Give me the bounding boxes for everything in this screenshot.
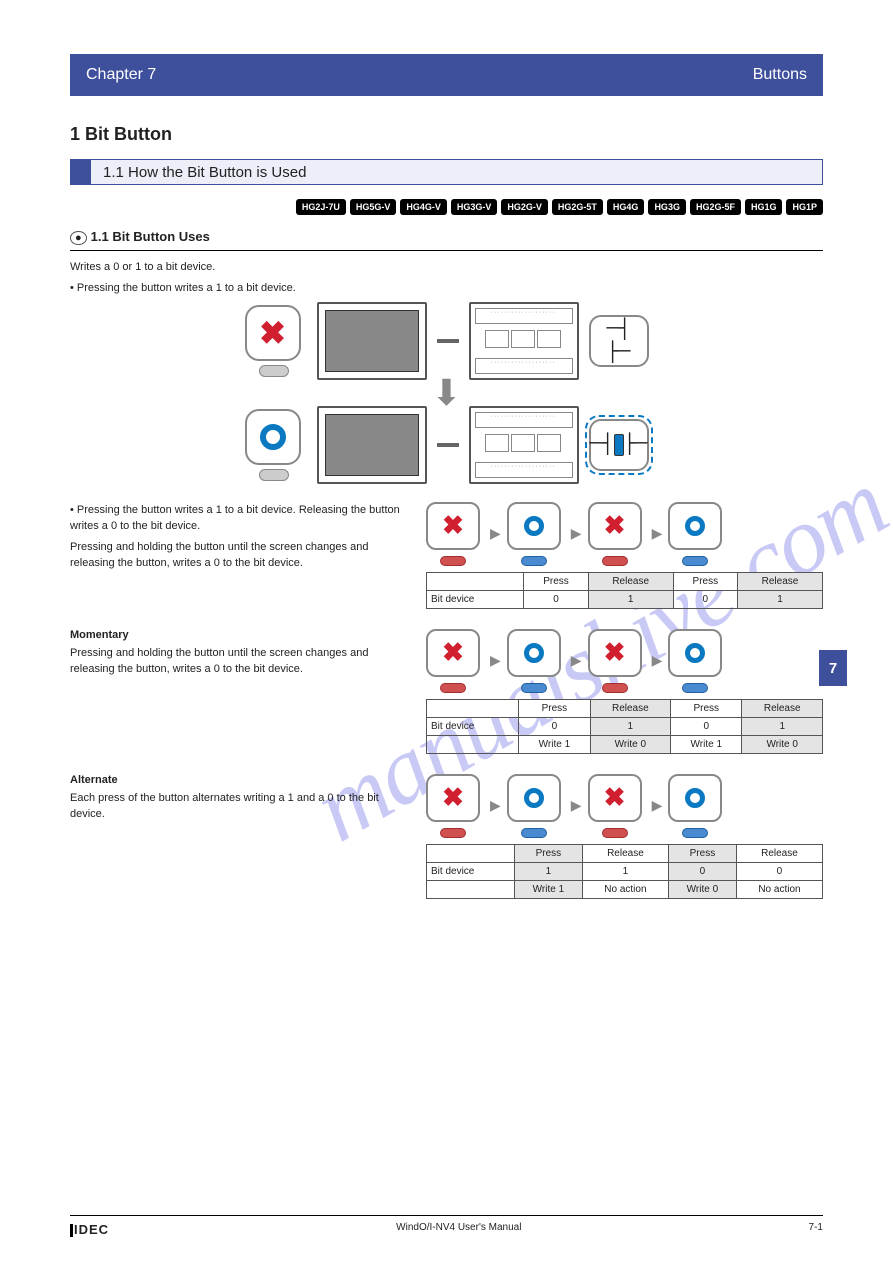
section-subtitle-bar: 1.1 How the Bit Button is Used (70, 159, 823, 185)
momentary-table: PressReleasePressRelease Bit device0101 … (426, 699, 823, 754)
chapter-title: Buttons (753, 66, 807, 84)
alternate-section: Alternate Each press of the button alter… (70, 774, 823, 899)
set-section: • Pressing the button writes a 1 to a bi… (70, 502, 823, 609)
section-title: 1 Bit Button (70, 124, 823, 145)
plc-device: ∙∙∙∙∙∙∙∙∙∙∙∙∙∙∙∙∙∙∙ ∙∙∙∙∙∙∙∙∙∙∙∙∙∙∙∙∙∙∙ (469, 302, 579, 380)
set-sequence: ✖ ▶ ▶ ✖ ▶ (426, 502, 823, 566)
page-number: 7-1 (809, 1222, 823, 1237)
section-subtitle: 1.1 How the Bit Button is Used (90, 159, 823, 185)
main-diagram: ✖ ∙∙∙∙∙∙∙∙∙∙∙∙∙∙∙∙∙∙∙ ∙∙∙∙∙∙∙∙∙∙∙∙∙∙∙∙∙∙… (70, 302, 823, 484)
usage-heading: ●1.1 Bit Button Uses (70, 229, 823, 244)
model-chip: HG1G (745, 199, 783, 215)
model-chip: HG2J-7U (296, 199, 346, 215)
pressed-bubble (245, 409, 307, 481)
contact-open: ─┤ ├─ (589, 315, 649, 367)
intro-text: Writes a 0 or 1 to a bit device. (70, 259, 823, 276)
chapter-number: Chapter 7 (86, 66, 156, 84)
idec-logo: IDEC (70, 1222, 109, 1237)
set-text: • Pressing the button writes a 1 to a bi… (70, 502, 408, 535)
model-chip: HG3G-V (451, 199, 498, 215)
chapter-header: Chapter 7 Buttons (70, 54, 823, 96)
alternate-title: Alternate (70, 774, 408, 786)
model-chip: HG2G-5F (690, 199, 741, 215)
model-chip: HG4G (607, 199, 645, 215)
not-pressed-bubble: ✖ (245, 305, 307, 377)
model-chip: HG5G-V (350, 199, 397, 215)
doc-title: WindO/I-NV4 User's Manual (396, 1222, 521, 1237)
model-chips-row: HG2J-7U HG5G-V HG4G-V HG3G-V HG2G-V HG2G… (70, 199, 823, 215)
model-chip: HG2G-V (501, 199, 548, 215)
set-table: PressReleasePressRelease Bit device0101 (426, 572, 823, 609)
hmi-screen (317, 406, 427, 484)
model-chip: HG2G-5T (552, 199, 603, 215)
circle-icon (260, 424, 286, 450)
momentary-footnote: Pressing and holding the button until th… (70, 645, 408, 678)
x-icon: ✖ (259, 314, 286, 352)
model-chip: HG4G-V (400, 199, 447, 215)
alternate-desc: Each press of the button alternates writ… (70, 790, 408, 823)
model-chip: HG1P (786, 199, 823, 215)
momentary-title: Momentary (70, 629, 408, 641)
set-note: Pressing and holding the button until th… (70, 539, 408, 572)
hmi-screen (317, 302, 427, 380)
plc-device: ∙∙∙∙∙∙∙∙∙∙∙∙∙∙∙∙∙∙∙ ∙∙∙∙∙∙∙∙∙∙∙∙∙∙∙∙∙∙∙ (469, 406, 579, 484)
contact-closed: ─┤├─ (589, 419, 649, 471)
model-chip: HG3G (648, 199, 686, 215)
bullet-1: • Pressing the button writes a 1 to a bi… (70, 280, 823, 297)
down-arrow-icon: ⬇ (70, 382, 823, 404)
momentary-sequence: ✖ ▶ ▶ ✖ ▶ (426, 629, 823, 693)
alternate-table: PressReleasePressRelease Bit device1100 … (426, 844, 823, 899)
momentary-section: Momentary Pressing and holding the butto… (70, 629, 823, 754)
alternate-sequence: ✖ ▶ ▶ ✖ ▶ (426, 774, 823, 838)
page-footer: IDEC WindO/I-NV4 User's Manual 7-1 (70, 1215, 823, 1237)
